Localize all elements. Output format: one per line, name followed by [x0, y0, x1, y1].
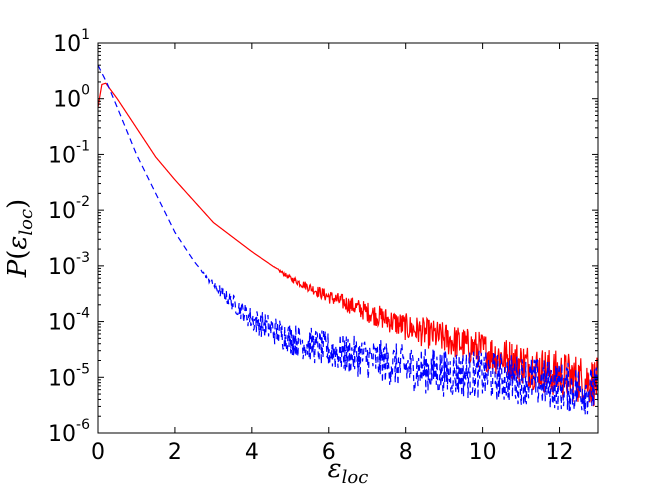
x-axis-label-subscript: loc [342, 467, 369, 488]
x-axis-ticks: 0 2 4 6 8 10 12 [91, 43, 574, 465]
x-tick-label: 6 [322, 440, 336, 465]
y-tick-label: 100 [53, 83, 90, 113]
series-red-solid [97, 82, 599, 407]
y-tick-label: 10-5 [48, 361, 90, 391]
y-axis-ticks: 10-6 10-5 10-4 10-3 10-2 10-1 100 101 [48, 27, 598, 447]
x-tick-label: 10 [469, 440, 497, 465]
x-axis-label-symbol: ε [328, 454, 342, 484]
x-tick-label: 8 [399, 440, 413, 465]
x-axis-label: εloc [328, 454, 369, 488]
y-tick-label: 10-2 [48, 194, 90, 224]
y-tick-label: 10-6 [48, 417, 90, 447]
y-tick-label: 10-4 [48, 306, 90, 336]
x-tick-label: 2 [168, 440, 182, 465]
y-axis-label-subscript: loc [16, 209, 37, 236]
y-axis-label-close-paren: ) [3, 199, 33, 209]
y-axis-label-open-paren: ( [3, 250, 33, 260]
y-axis-label-function: P [3, 259, 33, 278]
y-axis-label-symbol: ε [3, 236, 33, 250]
x-tick-label: 0 [91, 440, 105, 465]
x-tick-label: 4 [245, 440, 259, 465]
plot-frame [97, 42, 599, 434]
y-tick-label: 10-3 [48, 250, 90, 280]
y-tick-label: 10-1 [48, 138, 90, 168]
y-axis-label: P(εloc) [3, 199, 37, 278]
y-tick-label: 101 [53, 27, 90, 57]
data-curves [97, 64, 599, 415]
x-tick-label: 12 [546, 440, 574, 465]
series-blue-dashed [97, 64, 599, 415]
